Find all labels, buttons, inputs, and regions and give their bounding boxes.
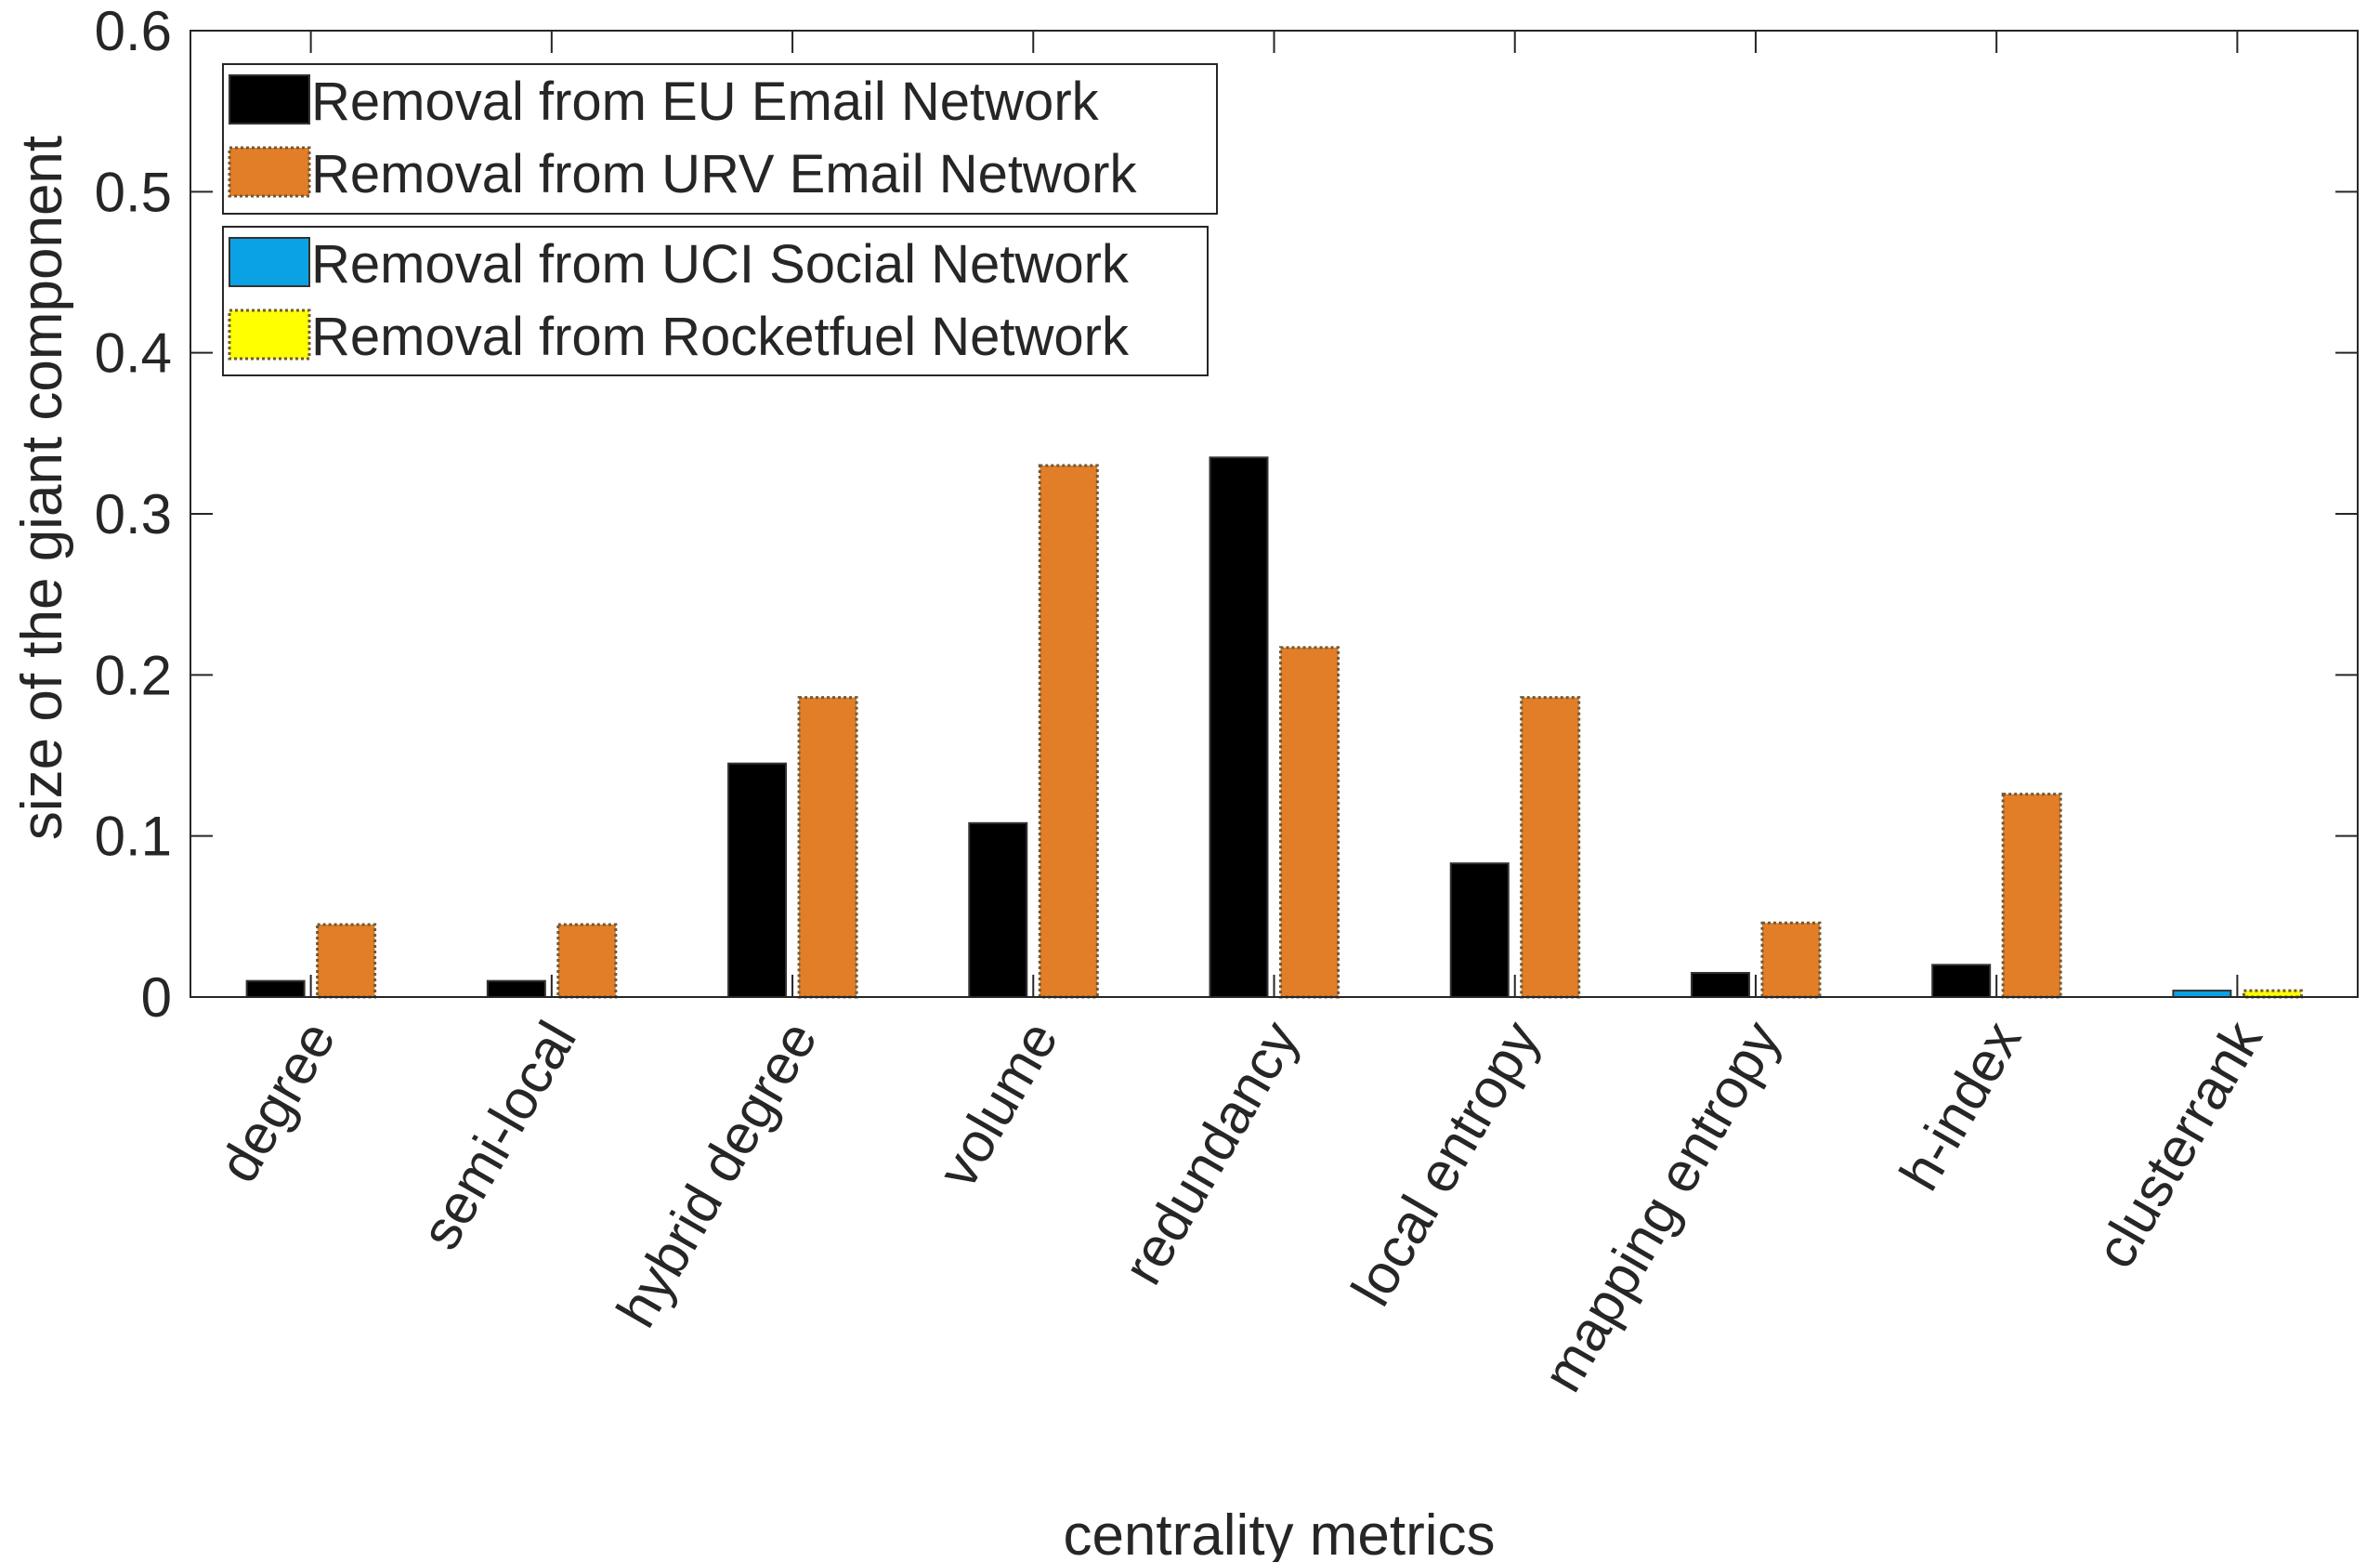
- legend-label-3: Removal from Rocketfuel Network: [311, 307, 1130, 367]
- x-tick-label: semi-local: [409, 1011, 588, 1259]
- legend: Removal from EU Email Network Removal fro…: [222, 63, 1218, 376]
- y-tick-label: 0: [141, 966, 172, 1029]
- y-tick-label: 0.2: [95, 644, 172, 706]
- legend-label-2: Removal from UCI Social Network: [311, 234, 1130, 295]
- y-tick-labels: 0 0.1 0.2 0.3 0.4 0.5 0.6: [95, 0, 172, 1029]
- y-tick-label: 0.1: [95, 806, 172, 868]
- bar-1-0: [316, 923, 377, 999]
- y-axis-label: size of the giant component: [10, 136, 74, 840]
- bar-0-4: [1209, 456, 1269, 999]
- bar-0-7: [1931, 964, 1992, 999]
- bar-0-5: [1449, 862, 1510, 999]
- bar-0-2: [727, 762, 788, 999]
- y-tick-label: 0.6: [95, 0, 172, 62]
- bar-0-0: [245, 979, 306, 998]
- bar-0-6: [1690, 972, 1750, 998]
- legend-box-1: [222, 226, 1209, 376]
- bar-1-7: [2001, 793, 2062, 999]
- bar-1-6: [1760, 921, 1822, 999]
- bar-2-8: [2172, 990, 2232, 998]
- bar-0-3: [968, 821, 1028, 998]
- legend-label-0: Removal from EU Email Network: [311, 72, 1100, 132]
- x-tick-labels: degree semi-local hybrid degree volume redun…: [206, 1010, 2274, 1401]
- bar-3-8: [2242, 989, 2303, 999]
- bar-0-1: [486, 979, 546, 998]
- y-tick-label: 0.4: [95, 322, 172, 385]
- axes: [190, 30, 2359, 998]
- bar-1-5: [1520, 696, 1581, 999]
- bar-1-3: [1038, 464, 1099, 999]
- x-axis-label: centrality metrics: [1063, 1503, 1495, 1562]
- x-tick-label: hybrid degree: [605, 1011, 829, 1337]
- x-tick-label: degree: [206, 1011, 347, 1192]
- legend-swatch-1: [228, 146, 311, 198]
- bars: [245, 456, 2303, 999]
- legend-box-0: [222, 63, 1218, 215]
- x-tick-label: clusterrank: [2084, 1010, 2274, 1278]
- legend-label-1: Removal from URV Email Network: [311, 144, 1137, 204]
- y-tick-label: 0.3: [95, 483, 172, 545]
- y-tick-label: 0.5: [95, 161, 172, 223]
- bar-1-2: [797, 696, 858, 999]
- x-tick-label: local entropy: [1340, 1011, 1551, 1316]
- x-tick-label: redundancy: [1111, 1011, 1311, 1294]
- x-tick-label: h-index: [1888, 1011, 2033, 1201]
- legend-swatch-3: [228, 308, 311, 361]
- bar-1-1: [556, 923, 618, 999]
- x-tick-label: volume: [926, 1011, 1070, 1198]
- legend-swatch-0: [229, 74, 310, 125]
- x-tick-label: mapping entropy: [1531, 1011, 1793, 1402]
- bar-1-4: [1279, 646, 1340, 999]
- legend-swatch-2: [229, 237, 310, 287]
